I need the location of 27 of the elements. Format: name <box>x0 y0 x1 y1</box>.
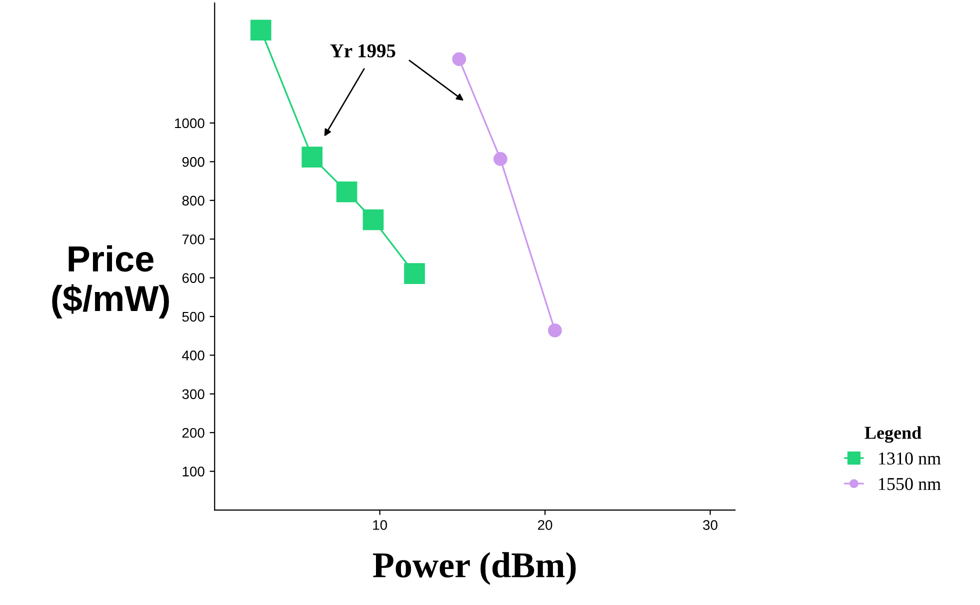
x-axis-title: Power (dBm) <box>372 552 576 585</box>
x-tick-label: 10 <box>373 520 387 530</box>
point <box>404 263 425 284</box>
y-tick-label: 500 <box>182 312 204 322</box>
y-tick-label: 800 <box>182 196 204 206</box>
point <box>302 146 323 168</box>
point <box>548 323 562 338</box>
annotation: Yr 1995 <box>330 44 396 58</box>
point <box>493 152 508 166</box>
point <box>452 52 466 66</box>
legend-label: 1310 nm <box>879 452 941 465</box>
y-tick-label: 400 <box>182 350 204 360</box>
x-tick-label: 20 <box>538 520 552 530</box>
y-tick-label: 1000 <box>175 118 204 128</box>
y-tick-label: 600 <box>182 273 204 283</box>
y-tick-label: 300 <box>182 389 204 400</box>
point <box>362 209 384 230</box>
legend-title: Legend <box>864 426 922 443</box>
point <box>336 181 358 202</box>
y-tick-label: 200 <box>182 428 204 438</box>
point <box>250 20 272 41</box>
x-tick-label: 30 <box>703 520 718 530</box>
y-tick-label: 700 <box>182 234 204 244</box>
y-tick-label: 900 <box>182 157 204 167</box>
legend-label: 1550 nm <box>879 478 941 490</box>
y-tick-label: 100 <box>182 466 204 476</box>
y-axis-title: Price ($/mW) <box>52 245 169 319</box>
